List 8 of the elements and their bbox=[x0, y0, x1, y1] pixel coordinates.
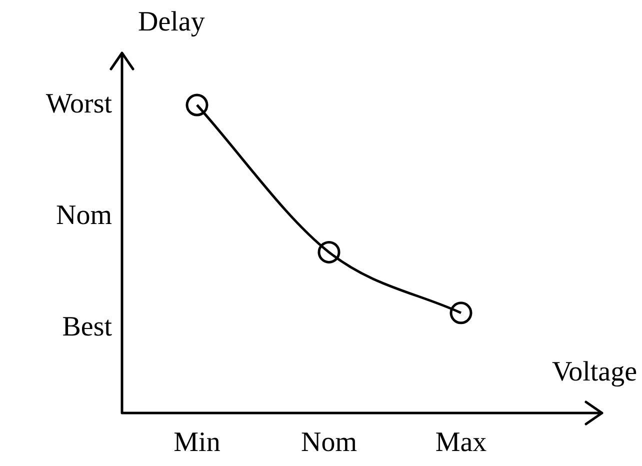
x-tick-label: Min bbox=[174, 427, 220, 458]
x-tick-label: Max bbox=[435, 427, 487, 458]
text: Nom bbox=[56, 200, 112, 231]
x-axis-title: Voltage bbox=[552, 356, 637, 388]
text: Best bbox=[62, 311, 112, 342]
text: Worst bbox=[46, 88, 112, 120]
y-axis-title: Delay bbox=[138, 6, 205, 38]
x-tick-label: Nom bbox=[301, 427, 358, 458]
